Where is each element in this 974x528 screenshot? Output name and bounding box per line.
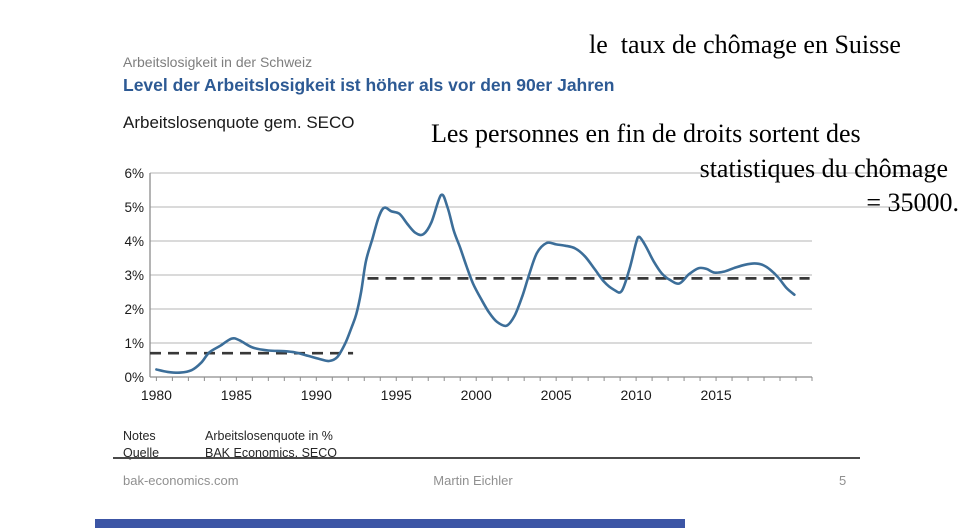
x-tick-label: 2005 xyxy=(541,387,572,403)
source-label: Quelle xyxy=(123,446,160,460)
horizontal-scrollbar-thumb[interactable] xyxy=(95,519,685,528)
x-tick-label: 1985 xyxy=(221,387,252,403)
notes-value: Arbeitslosenquote in % xyxy=(205,429,333,443)
y-tick-label: 3% xyxy=(124,268,144,283)
x-tick-label: 2015 xyxy=(700,387,731,403)
footer-author: Martin Eichler xyxy=(433,473,513,488)
y-tick-label: 2% xyxy=(124,302,144,317)
source-value: BAK Economics, SECO xyxy=(205,446,337,460)
annotation-line-1: le taux de chômage en Suisse xyxy=(589,30,901,59)
footer-page-number: 5 xyxy=(839,473,847,488)
notes-label: Notes xyxy=(123,429,156,443)
footer-divider xyxy=(113,457,860,459)
x-tick-label: 1995 xyxy=(381,387,412,403)
unemployment-rate-line xyxy=(155,193,796,374)
x-tick-label: 1990 xyxy=(301,387,332,403)
chart-title: Arbeitslosenquote gem. SECO xyxy=(123,113,355,132)
x-tick-label: 1980 xyxy=(141,387,172,403)
y-tick-label: 1% xyxy=(124,336,144,351)
slide-kicker: Arbeitslosigkeit in der Schweiz xyxy=(123,54,313,70)
annotation-line-2: Les personnes en fin de droits sortent d… xyxy=(431,119,861,148)
x-tick-label: 2010 xyxy=(621,387,652,403)
y-tick-label: 6% xyxy=(124,166,144,181)
x-tick-label: 2000 xyxy=(461,387,492,403)
footer-website: bak-economics.com xyxy=(123,473,239,488)
y-tick-label: 5% xyxy=(124,200,144,215)
y-tick-label: 0% xyxy=(124,370,144,385)
annotation-line-3: statistiques du chômage xyxy=(699,154,948,183)
slide-headline: Level der Arbeitslosigkeit ist höher als… xyxy=(123,75,615,95)
annotation-line-4: = 35000. xyxy=(866,188,959,217)
y-tick-label: 4% xyxy=(124,234,144,249)
